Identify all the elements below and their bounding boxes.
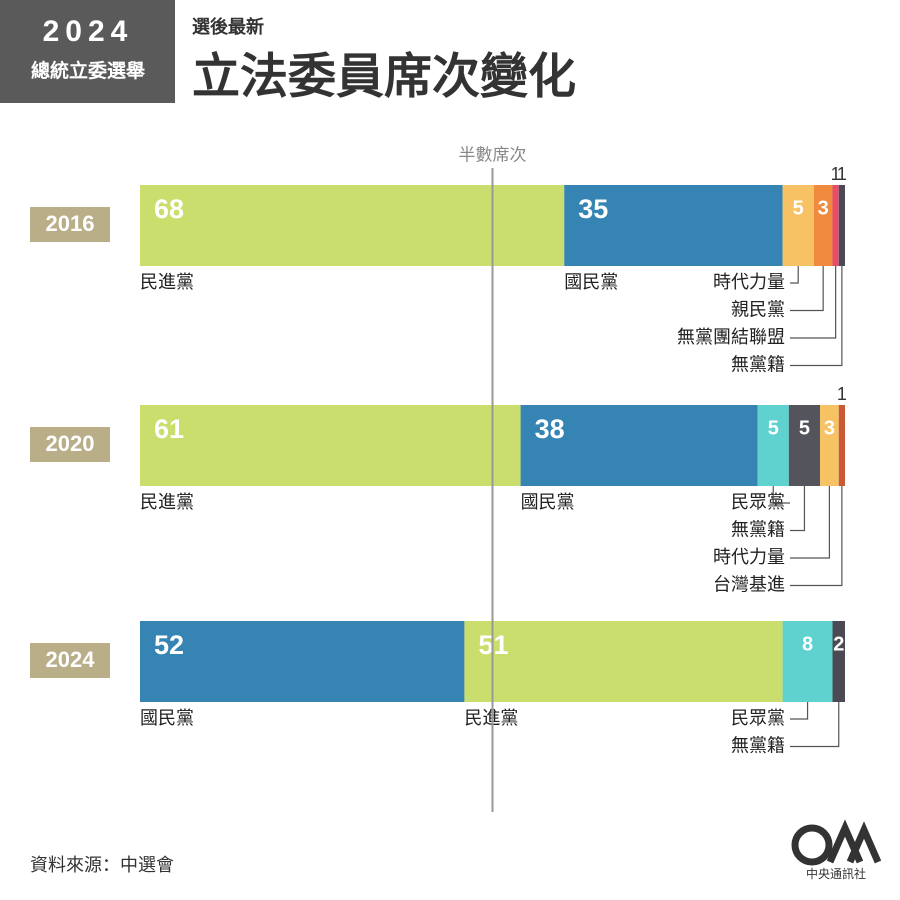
value-label: 38: [535, 414, 565, 444]
value-label: 1: [831, 164, 841, 184]
bar-segment: [140, 185, 565, 266]
value-label: 2: [833, 633, 844, 655]
value-label: 5: [799, 417, 810, 439]
title: 立法委員席次變化: [192, 51, 576, 104]
year-badge: [30, 427, 110, 462]
bar-segment: [838, 185, 845, 266]
party-label: 親民黨: [731, 299, 785, 319]
party-label: 無黨團結聯盟: [677, 327, 785, 347]
value-label: 3: [818, 197, 829, 219]
party-label: 國民黨: [140, 708, 194, 728]
logo: [791, 819, 882, 866]
leader-line: [790, 266, 837, 339]
party-label: 國民黨: [521, 492, 575, 512]
party-label: 無黨籍: [731, 735, 785, 755]
value-label: 1: [837, 164, 847, 184]
bar-segment: [464, 621, 783, 702]
value-label: 61: [154, 414, 184, 444]
leader-line: [790, 702, 840, 748]
party-label: 民進黨: [140, 492, 194, 512]
value-label: 3: [824, 417, 835, 439]
half-line-label: 半數席次: [459, 145, 527, 164]
bar-segment: [520, 405, 758, 486]
bar-segment: [813, 185, 833, 266]
year-badge: [30, 643, 110, 678]
party-label: 民眾黨: [731, 708, 785, 728]
party-label: 無黨籍: [731, 519, 785, 539]
bar-segment: [757, 405, 789, 486]
value-label: 52: [154, 630, 184, 660]
bar-segment: [564, 185, 783, 266]
party-label: 民眾黨: [731, 492, 785, 512]
value-label: 1: [837, 384, 847, 404]
value-label: 68: [154, 194, 184, 224]
party-label: 無黨籍: [731, 354, 785, 374]
value-label: 5: [793, 197, 804, 219]
bar-segment: [832, 621, 845, 702]
bar-segment: [782, 621, 833, 702]
subtitle: 選後最新: [192, 16, 264, 37]
bar-segment: [140, 405, 521, 486]
leader-line: [790, 486, 843, 587]
leader-line: [790, 266, 799, 284]
bar-segment: [838, 405, 845, 486]
leader-line: [790, 486, 831, 559]
year-label: 2016: [46, 211, 95, 236]
value-label: 8: [802, 633, 813, 655]
party-label: 民進黨: [140, 272, 194, 292]
party-label: 時代力量: [713, 547, 785, 567]
bar-segment: [788, 405, 821, 486]
leader-line: [790, 266, 843, 367]
bar-segment: [782, 185, 814, 266]
badge-text: 總統立委選舉: [31, 59, 146, 82]
value-label: 35: [578, 194, 608, 224]
leader-line: [790, 486, 806, 532]
year-label: 2020: [46, 431, 95, 456]
party-label: 國民黨: [564, 272, 618, 292]
logo-text: 中央通訊社: [806, 866, 866, 881]
bar-segment: [832, 185, 839, 266]
source: 資料來源：中選會: [30, 855, 174, 875]
value-label: 5: [768, 417, 779, 439]
year-badge: [30, 207, 110, 242]
leader-line: [790, 702, 809, 720]
leader-line: [790, 266, 824, 312]
header-badge: [0, 0, 175, 103]
bar-segment: [140, 621, 465, 702]
leader-line: [772, 486, 790, 504]
badge-year: 2024: [43, 15, 134, 48]
party-label: 時代力量: [713, 272, 785, 292]
year-label: 2024: [46, 647, 96, 672]
bar-segment: [820, 405, 839, 486]
party-label: 台灣基進: [713, 574, 785, 594]
party-label: 民進黨: [464, 708, 518, 728]
